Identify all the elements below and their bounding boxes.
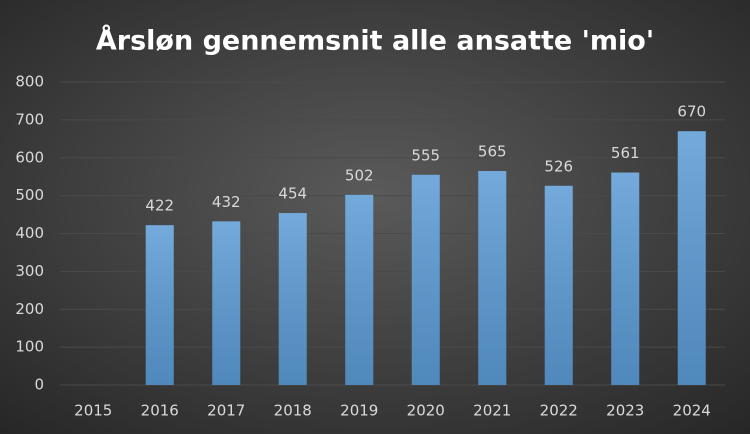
data-label: 432 (212, 193, 241, 211)
x-tick-label: 2015 (74, 402, 112, 420)
bar (677, 131, 706, 385)
data-label: 565 (478, 143, 507, 161)
data-label: 555 (411, 146, 440, 164)
data-label: 502 (345, 166, 374, 184)
bar (212, 221, 241, 385)
chart-title: Årsløn gennemsnit alle ansatte 'mio' (96, 25, 654, 57)
x-tick-label: 2019 (340, 402, 378, 420)
x-tick-label: 2023 (606, 402, 644, 420)
y-tick-label: 800 (15, 73, 44, 91)
bar (478, 171, 507, 385)
data-label: 454 (278, 185, 307, 203)
y-tick-label: 600 (15, 148, 44, 166)
y-tick-label: 500 (15, 186, 44, 204)
x-tick-label: 2017 (207, 402, 245, 420)
x-tick-label: 2021 (473, 402, 511, 420)
data-label: 561 (611, 144, 640, 162)
x-tick-label: 2018 (274, 402, 312, 420)
y-tick-label: 300 (15, 262, 44, 280)
y-tick-label: 200 (15, 300, 44, 318)
data-label: 422 (145, 197, 174, 215)
bar (544, 185, 573, 385)
bar (145, 225, 174, 385)
y-tick-label: 700 (15, 110, 44, 128)
bar (278, 213, 307, 385)
bar (411, 174, 440, 385)
data-label: 526 (544, 157, 573, 175)
y-tick-label: 0 (34, 376, 44, 394)
x-tick-label: 2024 (673, 402, 711, 420)
bar (345, 194, 374, 385)
data-label: 670 (677, 103, 706, 121)
x-tick-label: 2016 (141, 402, 179, 420)
y-tick-label: 100 (15, 338, 44, 356)
y-tick-label: 400 (15, 224, 44, 242)
x-tick-label: 2022 (540, 402, 578, 420)
bar (611, 172, 640, 385)
x-tick-label: 2020 (407, 402, 445, 420)
